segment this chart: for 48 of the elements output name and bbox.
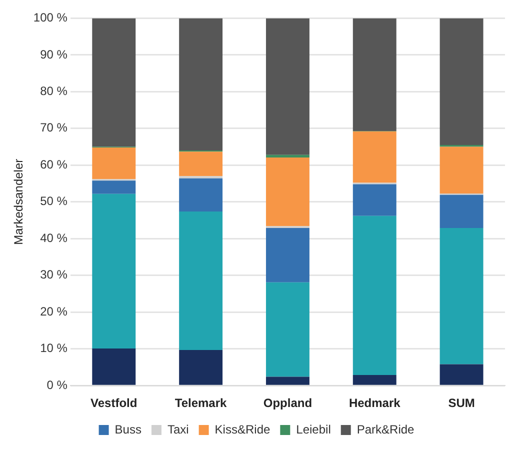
y-tick-label: 100 % — [33, 10, 68, 25]
bar — [179, 350, 223, 385]
y-tick-label: 90 % — [40, 47, 68, 62]
bar — [440, 146, 484, 194]
legend-label: Kiss&Ride — [214, 422, 270, 436]
bar — [352, 18, 396, 131]
bar — [440, 18, 484, 145]
legend-label: Buss — [114, 422, 142, 436]
x-tick-label: Telemark — [174, 396, 228, 410]
bar — [266, 157, 310, 226]
bar — [92, 348, 136, 385]
bar — [266, 376, 310, 385]
bar — [352, 374, 396, 385]
y-tick-label: 10 % — [40, 341, 68, 356]
bar — [440, 194, 484, 228]
x-tick-label: Vestfold — [90, 396, 138, 410]
legend-label: Park&Ride — [356, 422, 415, 436]
legend-label: Taxi — [167, 422, 189, 436]
y-tick-label: 50 % — [40, 194, 68, 208]
bar — [266, 282, 310, 377]
bar — [266, 154, 310, 158]
x-tick-label: Hedmark — [348, 396, 401, 410]
y-tick-label: 70 % — [40, 120, 68, 135]
bar — [179, 178, 223, 212]
bar — [266, 18, 310, 155]
bar — [440, 228, 484, 364]
bar — [179, 152, 223, 176]
legend-label: Leiebil — [296, 422, 331, 436]
y-tick-label: 30 % — [40, 268, 68, 282]
bar — [92, 148, 136, 180]
y-tick-label: 20 % — [40, 304, 68, 318]
bar — [352, 184, 396, 216]
bar — [179, 211, 223, 350]
y-tick-label: 80 % — [40, 84, 68, 98]
y-tick-label: 0 % — [46, 378, 68, 392]
x-tick-label: Oppland — [263, 396, 312, 410]
y-tick-label: 40 % — [40, 230, 68, 245]
bar — [179, 18, 223, 150]
bar — [440, 364, 484, 385]
y-axis-title: Markedsandeler — [12, 158, 26, 245]
bar — [352, 131, 396, 183]
x-tick-label: SUM — [448, 396, 475, 410]
bar — [92, 180, 136, 194]
y-tick-label: 60 % — [40, 157, 68, 172]
bar — [92, 194, 136, 348]
bar — [266, 228, 310, 282]
bar — [352, 216, 396, 375]
bar — [92, 18, 136, 147]
